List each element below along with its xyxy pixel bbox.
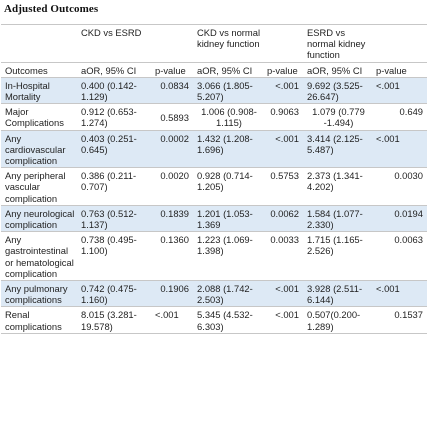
ckd-esrd-aor: 0.763 (0.512-1.137) [77,205,151,233]
ckd-esrd-aor: 0.742 (0.475-1.160) [77,280,151,308]
ckd-esrd-p: 0.0020 [151,167,193,206]
outcome-label: Any neurological complication [1,205,77,233]
header-p-value: p-value [372,62,427,78]
esrd-normal-p: 0.0030 [372,167,427,206]
esrd-normal-aor: 1.715 (1.165-2.526) [303,231,372,282]
table-row: Any gastrointestinal or hematological co… [1,231,427,282]
ckd-normal-aor: 0.928 (0.714-1.205) [193,167,263,206]
esrd-normal-aor: 3.928 (2.511-6.144) [303,280,372,308]
ckd-esrd-p: 0.5893 [151,103,193,131]
ckd-esrd-p: <.001 [151,306,193,334]
group-header-esrd-vs-normal: ESRD vs normal kidney function [303,24,372,63]
esrd-normal-aor: 3.414 (2.125-5.487) [303,130,372,169]
ckd-esrd-p: 0.0002 [151,130,193,169]
esrd-normal-aor: 1.079 (0.779 -1.494) [303,103,372,131]
table-row: Renal complications 8.015 (3.281-19.578)… [1,306,427,334]
ckd-esrd-aor: 0.403 (0.251-0.645) [77,130,151,169]
header-outcomes: Outcomes [1,62,77,78]
ckd-normal-aor: 1.201 (1.053-1.369 [193,205,263,233]
esrd-normal-aor: 9.692 (3.525-26.647) [303,77,372,105]
ckd-esrd-p: 0.1839 [151,205,193,233]
ckd-normal-p: 0.5753 [263,167,303,206]
ckd-esrd-aor: 8.015 (3.281-19.578) [77,306,151,334]
ckd-esrd-aor: 0.738 (0.495-1.100) [77,231,151,282]
ckd-normal-p: 0.0062 [263,205,303,233]
header-aor-ci: aOR, 95% CI [77,62,151,78]
ckd-esrd-p: 0.1906 [151,280,193,308]
esrd-normal-aor: 1.584 (1.077-2.330) [303,205,372,233]
esrd-normal-p: 0.0063 [372,231,427,282]
outcome-label: Major Complications [1,103,77,131]
outcome-label: Any gastrointestinal or hematological co… [1,231,77,282]
ckd-normal-aor: 2.088 (1.742-2.503) [193,280,263,308]
outcome-label: Any cardiovascular complication [1,130,77,169]
esrd-normal-aor: 2.373 (1.341-4.202) [303,167,372,206]
ckd-normal-p: <.001 [263,130,303,169]
outcome-label: Renal complications [1,306,77,334]
table-row: Any cardiovascular complication 0.403 (0… [1,130,427,169]
outcome-label: Any pulmonary complications [1,280,77,308]
esrd-normal-p: <.001 [372,130,427,169]
adjusted-outcomes-table: CKD vs ESRD CKD vs normal kidney functio… [1,24,427,334]
ckd-normal-aor: 3.066 (1.805-5.207) [193,77,263,105]
ckd-esrd-aor: 0.912 (0.653-1.274) [77,103,151,131]
table-row: Any neurological complication 0.763 (0.5… [1,205,427,233]
esrd-normal-p: 0.0194 [372,205,427,233]
ckd-normal-aor: 1.006 (0.908-1.115) [193,103,263,131]
ckd-esrd-aor: 0.386 (0.211-0.707) [77,167,151,206]
ckd-normal-p: <.001 [263,77,303,105]
outcome-label: In-Hospital Mortality [1,77,77,105]
ckd-normal-aor: 1.432 (1.208-1.696) [193,130,263,169]
table-title: Adjusted Outcomes [4,3,99,15]
ckd-esrd-aor: 0.400 (0.142-1.129) [77,77,151,105]
ckd-normal-aor: 1.223 (1.069-1.398) [193,231,263,282]
ckd-normal-p: 0.9063 [263,103,303,131]
header-aor-ci: aOR, 95% CI [193,62,263,78]
table-row: Major Complications 0.912 (0.653-1.274) … [1,103,427,131]
group-header-cell [1,24,77,63]
group-header-cell [263,24,303,63]
ckd-normal-p: <.001 [263,306,303,334]
ckd-esrd-p: 0.0834 [151,77,193,105]
table-row: Any peripheral vascular complication 0.3… [1,167,427,206]
outcome-label: Any peripheral vascular complication [1,167,77,206]
group-header-ckd-vs-esrd: CKD vs ESRD [77,24,151,63]
group-header-cell [151,24,193,63]
group-header-ckd-vs-normal: CKD vs normal kidney function [193,24,263,63]
esrd-normal-p: 0.649 [372,103,427,131]
esrd-normal-aor: 0.507(0.200-1.289) [303,306,372,334]
header-aor-ci: aOR, 95% CI [303,62,372,78]
esrd-normal-p: 0.1537 [372,306,427,334]
header-p-value: p-value [151,62,193,78]
esrd-normal-p: <.001 [372,280,427,308]
sub-header-row: Outcomes aOR, 95% CI p-value aOR, 95% CI… [1,62,427,78]
esrd-normal-p: <.001 [372,77,427,105]
table-row: In-Hospital Mortality 0.400 (0.142-1.129… [1,77,427,105]
ckd-normal-p: 0.0033 [263,231,303,282]
group-header-row: CKD vs ESRD CKD vs normal kidney functio… [1,24,427,63]
table-row: Any pulmonary complications 0.742 (0.475… [1,280,427,308]
ckd-normal-aor: 5.345 (4.532-6.303) [193,306,263,334]
group-header-cell [372,24,427,63]
header-p-value: p-value [263,62,303,78]
ckd-normal-p: <.001 [263,280,303,308]
ckd-esrd-p: 0.1360 [151,231,193,282]
